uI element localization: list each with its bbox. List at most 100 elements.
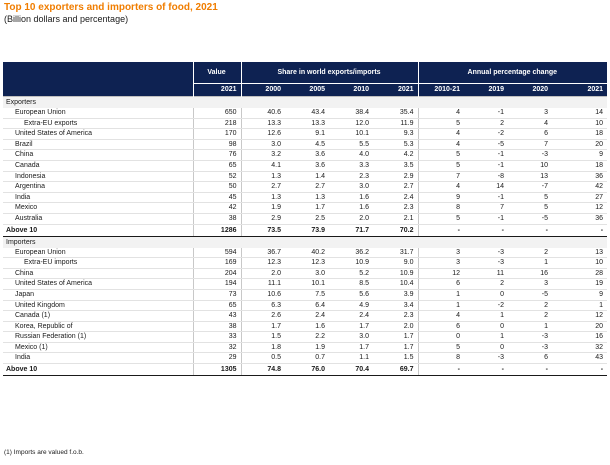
table-cell: 204 bbox=[192, 268, 241, 280]
food-trade-table: Value Share in world exports/imports Ann… bbox=[3, 62, 608, 377]
table-cell: 2.7 bbox=[285, 181, 329, 193]
table-cell: 1 bbox=[417, 289, 465, 301]
table-cell: 1.3 bbox=[240, 192, 285, 204]
table-cell: 169 bbox=[192, 257, 241, 269]
header-year: 2010-21 bbox=[417, 83, 465, 97]
row-label: Brazil bbox=[3, 139, 193, 151]
table-cell: 38 bbox=[192, 213, 241, 225]
header-blank bbox=[3, 62, 193, 84]
total-cell: 70.4 bbox=[329, 363, 373, 377]
table-cell: 1.3 bbox=[285, 192, 329, 204]
table-row: Indonesia 52 1.3 1.4 2.3 2.9 7 -8 13 36 bbox=[3, 171, 608, 183]
table-cell: 10 bbox=[552, 118, 608, 130]
table-cell: 20 bbox=[552, 139, 608, 151]
table-cell: 9 bbox=[552, 289, 608, 301]
table-cell: 5.6 bbox=[329, 289, 373, 301]
table-cell: 5 bbox=[508, 192, 553, 204]
table-row: Brazil 98 3.0 4.5 5.5 5.3 4 -5 7 20 bbox=[3, 139, 608, 151]
table-cell: -7 bbox=[508, 181, 553, 193]
table-cell: 10.9 bbox=[373, 268, 419, 280]
row-label: United States of America bbox=[3, 128, 193, 140]
table-cell: 52 bbox=[192, 171, 241, 183]
table-cell: 2.1 bbox=[373, 213, 419, 225]
table-cell: 4.9 bbox=[329, 300, 373, 312]
importers-section-header: Importers bbox=[3, 235, 608, 248]
table-row: China 204 2.0 3.0 5.2 10.9 12 11 16 28 bbox=[3, 268, 608, 280]
table-cell: 32 bbox=[192, 342, 241, 354]
table-cell: 40.2 bbox=[285, 247, 329, 259]
table-cell: 1.5 bbox=[373, 352, 419, 365]
total-cell: - bbox=[464, 223, 509, 237]
table-cell: 45 bbox=[192, 192, 241, 204]
table-cell: 6.4 bbox=[285, 300, 329, 312]
table-cell: 2 bbox=[508, 300, 553, 312]
total-cell: 70.2 bbox=[373, 223, 419, 237]
table-cell: 2.7 bbox=[240, 181, 285, 193]
table-cell: 2.2 bbox=[285, 331, 329, 343]
total-cell: 1286 bbox=[192, 223, 241, 237]
table-cell: 594 bbox=[192, 247, 241, 259]
table-cell: 5 bbox=[508, 202, 553, 214]
table-cell: 2.0 bbox=[240, 268, 285, 280]
header-row-years: 2021 2000 2005 2010 2021 2010-21 2019 2020 2021 bbox=[3, 83, 608, 97]
table-cell: 1 bbox=[464, 331, 509, 343]
header-year: 2021 bbox=[552, 83, 608, 97]
table-cell: -3 bbox=[508, 331, 553, 343]
table-cell: 194 bbox=[192, 278, 241, 290]
row-label: Mexico (1) bbox=[3, 342, 193, 354]
table-cell: 1.7 bbox=[329, 321, 373, 333]
table-row: European Union 594 36.7 40.2 36.2 31.7 3 -3 2 13 bbox=[3, 247, 608, 259]
table-cell: 20 bbox=[552, 321, 608, 333]
table-cell: 4.0 bbox=[329, 149, 373, 161]
table-cell: 6 bbox=[417, 278, 465, 290]
table-cell: 65 bbox=[192, 160, 241, 172]
table-cell: 9 bbox=[417, 192, 465, 204]
table-cell: 38.4 bbox=[329, 108, 373, 119]
table-cell: 1 bbox=[417, 300, 465, 312]
table-cell: 8 bbox=[417, 202, 465, 214]
table-cell: 33 bbox=[192, 331, 241, 343]
total-row: Above 10 1305 74.8 76.0 70.4 69.7- - - - bbox=[3, 363, 608, 377]
table-cell: 35.4 bbox=[373, 108, 419, 119]
table-cell: 4.5 bbox=[285, 139, 329, 151]
table-cell: 1.7 bbox=[240, 321, 285, 333]
table-cell: 16 bbox=[552, 331, 608, 343]
table-cell: -3 bbox=[508, 342, 553, 354]
table-cell: 50 bbox=[192, 181, 241, 193]
total-cell: - bbox=[552, 223, 608, 237]
table-cell: 2.3 bbox=[373, 202, 419, 214]
table-row: Russian Federation (1) 33 1.5 2.2 3.0 1.7 0 1 -3… bbox=[3, 331, 608, 343]
header-year: 2005 bbox=[285, 83, 329, 97]
table-cell: 1.7 bbox=[373, 331, 419, 343]
table-cell: 1.5 bbox=[240, 331, 285, 343]
table-cell: -3 bbox=[464, 247, 509, 259]
total-cell: - bbox=[464, 363, 509, 377]
table-cell: 1.9 bbox=[285, 342, 329, 354]
table-row: European Union 650 40.6 43.4 38.4 35.4 4 -1 3 14 bbox=[3, 108, 608, 119]
table-row: United States of America 170 12.6 9.1 10.1 9.… bbox=[3, 128, 608, 140]
table-cell: 10.1 bbox=[329, 128, 373, 140]
exporters-section-header: Exporters bbox=[3, 96, 608, 108]
table-cell: 11.1 bbox=[240, 278, 285, 290]
table-cell: 2.4 bbox=[373, 192, 419, 204]
table-cell: 7 bbox=[464, 202, 509, 214]
table-cell: 36.2 bbox=[329, 247, 373, 259]
table-cell: 12 bbox=[552, 310, 608, 322]
table-cell: 5.2 bbox=[329, 268, 373, 280]
table-cell: 13 bbox=[552, 247, 608, 259]
table-cell: 10.9 bbox=[329, 257, 373, 269]
table-cell: 1.7 bbox=[373, 342, 419, 354]
table-cell: 5 bbox=[417, 118, 465, 130]
table-cell: 1 bbox=[508, 321, 553, 333]
total-cell: - bbox=[508, 223, 553, 237]
table-cell: 5 bbox=[417, 149, 465, 161]
table-cell: 18 bbox=[552, 128, 608, 140]
table-cell: 2.6 bbox=[240, 310, 285, 322]
table-body: Exporters European Union 650 40.6 43.4 38.4 35… bbox=[3, 96, 608, 377]
table-cell: 5.3 bbox=[373, 139, 419, 151]
table-cell: 7 bbox=[417, 171, 465, 183]
table-cell: 2 bbox=[464, 278, 509, 290]
table-cell: 2.9 bbox=[240, 213, 285, 225]
section-label: Importers bbox=[3, 235, 608, 248]
table-cell: -8 bbox=[464, 171, 509, 183]
